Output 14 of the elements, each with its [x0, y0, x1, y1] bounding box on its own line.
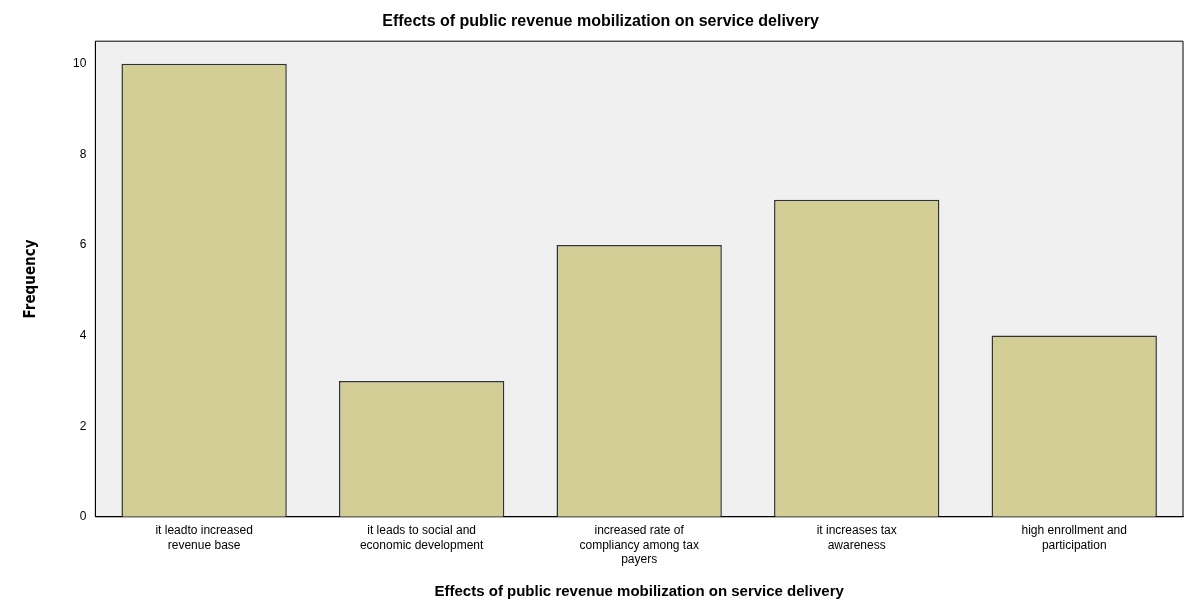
y-tick-label: 8 [79, 146, 87, 161]
x-tick-label: it increases tax awareness [816, 523, 897, 552]
x-axis-title: Effects of public revenue mobilization on service delivery [434, 582, 845, 600]
y-tick-label: 10 [72, 56, 87, 71]
y-tick-label: 4 [79, 327, 87, 342]
y-axis-title: Frequency [20, 239, 39, 319]
y-tick-label: 0 [79, 509, 87, 524]
y-tick-label: 2 [79, 418, 87, 433]
x-tick-label: high enrollment and participation [1021, 523, 1127, 552]
x-tick-label: it leadto increased revenue base [155, 523, 253, 552]
x-tick-label: it leads to social and economic development [359, 523, 485, 552]
chart-title: Effects of public revenue mobilization on service delivery [382, 12, 819, 30]
x-tick-label: increased rate of compliancy among tax payers [579, 523, 699, 567]
y-tick-label: 6 [79, 237, 87, 252]
